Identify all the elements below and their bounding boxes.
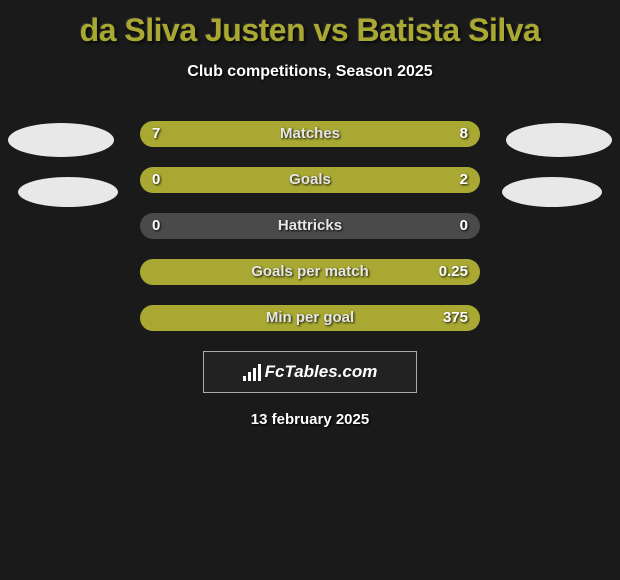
page-title: da Sliva Justen vs Batista Silva — [0, 0, 620, 49]
stat-label: Hattricks — [140, 213, 480, 239]
logo-icon — [243, 363, 261, 381]
subtitle: Club competitions, Season 2025 — [0, 63, 620, 81]
stat-value-player1: 0 — [152, 167, 160, 193]
player2-club-placeholder — [502, 177, 602, 207]
branding-box: FcTables.com — [203, 351, 417, 393]
stat-value-player2: 8 — [460, 121, 468, 147]
player2-avatar-placeholder — [506, 123, 612, 157]
stat-value-player1: 0 — [152, 213, 160, 239]
stat-label: Min per goal — [140, 305, 480, 331]
stat-value-player2: 375 — [443, 305, 468, 331]
stat-row: Min per goal375 — [140, 305, 480, 331]
stat-value-player2: 0.25 — [439, 259, 468, 285]
comparison-bars: Matches78Goals02Hattricks00Goals per mat… — [0, 121, 620, 331]
stat-label: Goals — [140, 167, 480, 193]
stat-row: Goals per match0.25 — [140, 259, 480, 285]
stat-value-player2: 0 — [460, 213, 468, 239]
stat-value-player2: 2 — [460, 167, 468, 193]
player1-avatar-placeholder — [8, 123, 114, 157]
stat-row: Hattricks0 0 — [140, 213, 480, 239]
stat-row: Goals0 2 — [140, 167, 480, 193]
branding-label: FcTables.com — [265, 362, 378, 382]
stat-label: Goals per match — [140, 259, 480, 285]
stat-row: Matches7 8 — [140, 121, 480, 147]
date-label: 13 february 2025 — [0, 411, 620, 428]
player1-club-placeholder — [18, 177, 118, 207]
stat-value-player1: 7 — [152, 121, 160, 147]
stat-label: Matches — [140, 121, 480, 147]
branding-text: FcTables.com — [243, 362, 378, 382]
